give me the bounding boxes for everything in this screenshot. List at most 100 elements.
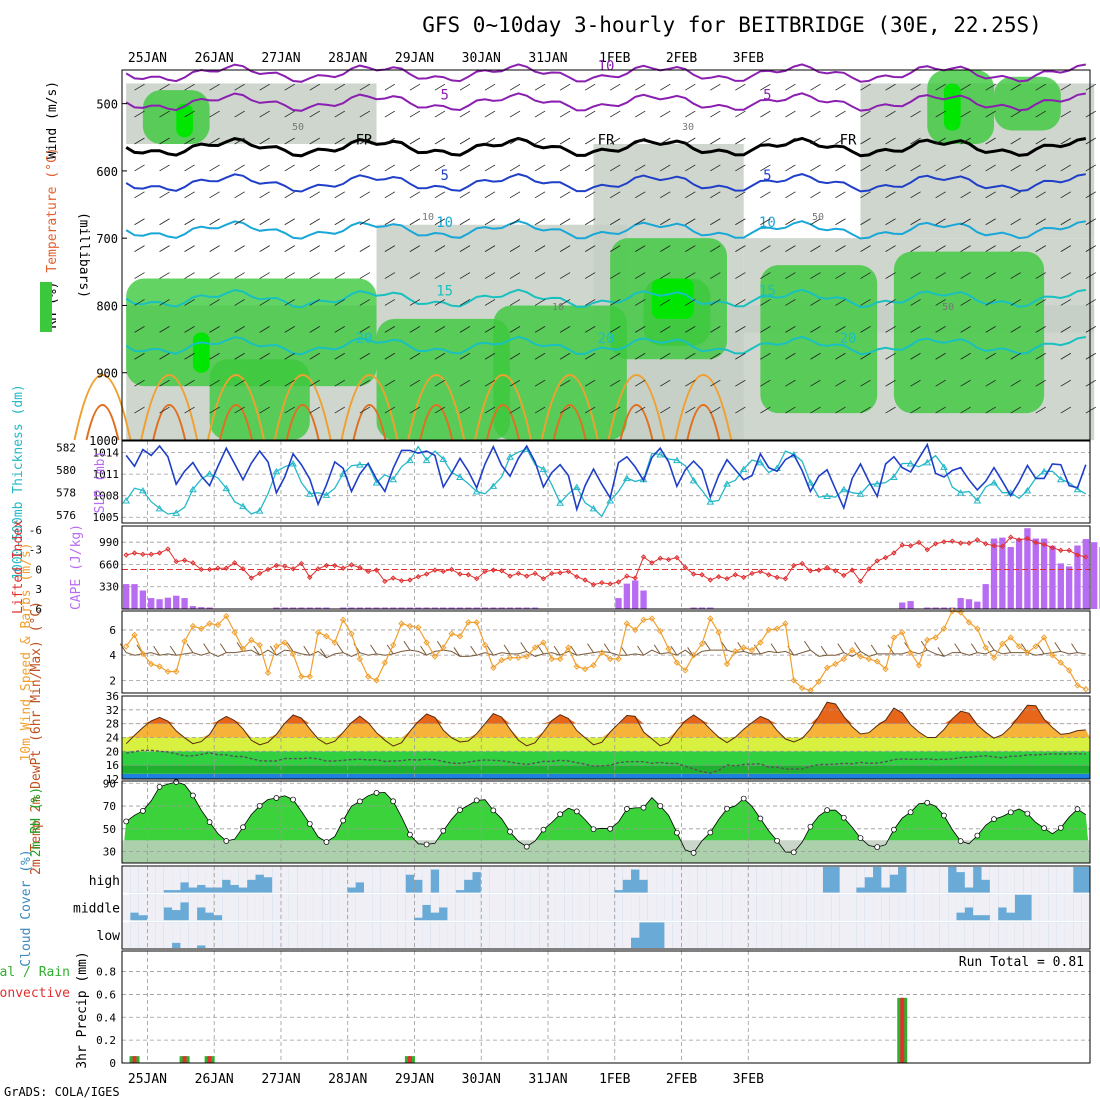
rh-point [1024, 810, 1031, 817]
wind-barb [735, 379, 746, 387]
cloud-high-cell [564, 867, 573, 893]
cloud-middle-cell [697, 894, 707, 921]
wind-barb [710, 218, 721, 226]
wind-barb [1060, 299, 1071, 306]
wind-speed-point [615, 655, 622, 663]
wind-barb [209, 379, 220, 387]
rh-point [1041, 825, 1047, 832]
cape-bar [481, 607, 489, 609]
cloud-low-cell [505, 922, 515, 948]
cape-bar [181, 598, 188, 609]
cloud-low-cell [848, 922, 857, 948]
cloud-high-cell [330, 867, 339, 893]
wind-barb [835, 137, 846, 145]
wind-speed-point [331, 639, 339, 646]
temperature-area [122, 702, 1090, 738]
thickness-point [973, 497, 982, 504]
cloud-high-cell [714, 867, 723, 893]
cloud-middle-cell [338, 894, 348, 921]
wind-barb [434, 218, 446, 226]
wind-barb [484, 245, 496, 252]
wind-barb [1085, 352, 1097, 360]
wind-speed-point [982, 644, 989, 651]
cloud-middle-cell [213, 894, 223, 916]
cloud-middle-cell [155, 894, 164, 921]
thickness-point [239, 502, 247, 510]
cape-bar [365, 607, 372, 609]
wind-barb [810, 245, 821, 252]
rh-moist-area [893, 251, 1045, 414]
lifted-index-point [665, 556, 672, 563]
thickness-point [656, 451, 665, 458]
wind-barb [384, 164, 396, 172]
cloud-low-cell [797, 922, 807, 948]
wind-barb [860, 137, 871, 145]
cloud-high-cell [489, 867, 498, 893]
wind-barb [134, 326, 145, 333]
wind-speed-point [264, 669, 272, 677]
cape-bar [1057, 563, 1064, 609]
thickness-point [890, 473, 898, 480]
lifted-index-point [907, 543, 914, 549]
lifted-index-point [340, 565, 346, 571]
cloud-middle-cell [839, 894, 848, 921]
wind-barb [184, 379, 195, 387]
cloud-high-cell [797, 867, 807, 893]
surface-wind-barb [303, 645, 311, 656]
thickness-point [739, 465, 748, 473]
wind-speed-point [339, 616, 347, 624]
thickness-point [706, 498, 715, 505]
cape-bar [306, 607, 313, 609]
cloud-middle-cell [797, 894, 807, 921]
surface-wind-barb [603, 643, 611, 653]
wind-barb [635, 218, 646, 226]
wind-barb [685, 218, 696, 226]
wind-speed-point [431, 653, 439, 660]
rh-point [857, 835, 864, 841]
cape-axis-label: CAPE (J/kg) [69, 524, 84, 610]
wind-barb [710, 137, 721, 145]
wind-barb [359, 379, 371, 387]
lifted-index-point [415, 574, 421, 580]
wind-speed-point [565, 644, 572, 651]
cloud-middle-cell [597, 894, 606, 921]
thickness-point [172, 509, 181, 516]
cloud-high-cell [163, 867, 173, 891]
lifted-index-point [315, 566, 321, 572]
wind-barb [885, 352, 896, 360]
cloud-middle-cell [731, 894, 740, 921]
cloud-low-cell [914, 922, 924, 948]
isotherm-label: 5 [440, 168, 448, 184]
wind-barb [309, 272, 320, 279]
wind-barb [309, 137, 320, 145]
wind-barb [484, 326, 496, 333]
wind-barb [559, 191, 571, 199]
lifted-index-point [999, 543, 1006, 550]
cloud-low-cell [898, 922, 907, 948]
rh-point [306, 820, 313, 827]
wind-speed-point [206, 620, 213, 627]
cape-bar [1065, 566, 1073, 609]
cloud-low-cell [939, 922, 949, 948]
isotherm-line [125, 220, 1086, 240]
wind-speed-point [573, 663, 581, 670]
cloud-high-cell [347, 867, 356, 888]
lifted-index-point [473, 575, 480, 582]
wind-barb [1035, 299, 1046, 306]
cape-bar [473, 607, 480, 609]
cloud-high-cell [430, 867, 440, 870]
wind-barb [134, 299, 145, 306]
rh-point [874, 844, 881, 850]
wind-barb [810, 137, 821, 145]
cape-bar [907, 601, 914, 609]
cloud-high-cell [1048, 867, 1057, 893]
cloud-low-cell [1081, 922, 1090, 948]
wind-barb [159, 245, 170, 252]
temperature-line [125, 701, 1086, 747]
wind-barb [259, 406, 270, 414]
rh-point [657, 803, 664, 809]
cloud-low-cell [964, 922, 974, 948]
wind-barb [760, 218, 771, 226]
wind-barb [785, 406, 796, 414]
cloud-low-cell [347, 922, 356, 948]
